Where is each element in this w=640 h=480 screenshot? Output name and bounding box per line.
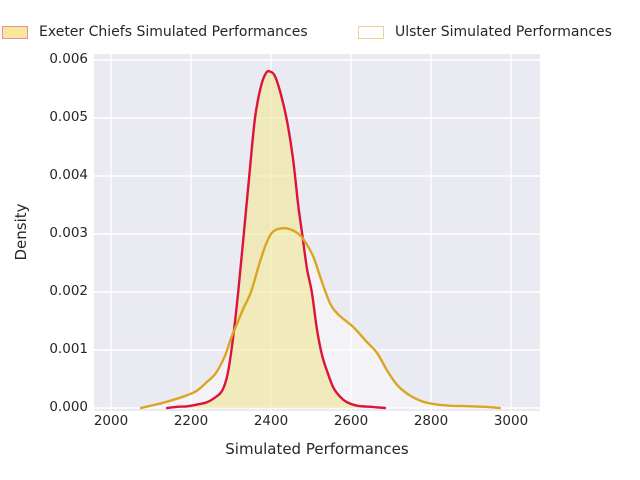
x-tick-label: 2400 bbox=[253, 413, 289, 429]
series-line-0 bbox=[165, 69, 387, 410]
legend-item-exeter: Exeter Chiefs Simulated Performances bbox=[2, 22, 308, 42]
legend-label-exeter: Exeter Chiefs Simulated Performances bbox=[39, 24, 308, 40]
series-layer bbox=[139, 69, 501, 410]
x-tick-label: 3000 bbox=[493, 413, 529, 429]
y-tick-label: 0.000 bbox=[49, 399, 88, 415]
y-tick-label: 0.001 bbox=[49, 341, 88, 357]
y-axis-label: Density bbox=[12, 203, 30, 261]
x-axis-label: Simulated Performances bbox=[225, 440, 409, 458]
legend-swatch-exeter-icon bbox=[2, 25, 28, 39]
legend: Exeter Chiefs Simulated Performances Uls… bbox=[0, 0, 640, 50]
x-tick-label: 2000 bbox=[93, 413, 129, 429]
y-tick-label: 0.006 bbox=[49, 51, 88, 67]
y-tick-label: 0.004 bbox=[49, 167, 88, 183]
series-fill-0 bbox=[167, 71, 385, 409]
x-tick-label: 2800 bbox=[413, 413, 449, 429]
legend-swatch-ulster-icon bbox=[358, 25, 384, 39]
x-tick-label: 2200 bbox=[173, 413, 209, 429]
y-tick-label: 0.002 bbox=[49, 283, 88, 299]
y-tick-label: 0.005 bbox=[49, 109, 88, 125]
legend-item-ulster: Ulster Simulated Performances bbox=[358, 22, 612, 42]
y-tick-label: 0.003 bbox=[49, 225, 88, 241]
series-line-1 bbox=[139, 227, 501, 410]
legend-label-ulster: Ulster Simulated Performances bbox=[395, 24, 612, 40]
x-tick-label: 2600 bbox=[333, 413, 369, 429]
